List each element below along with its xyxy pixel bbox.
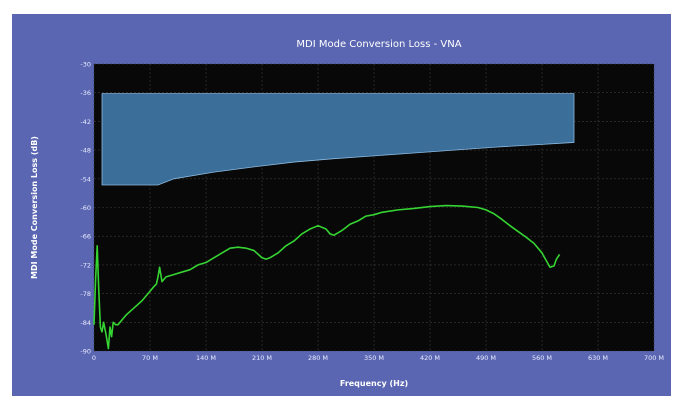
chart-title: MDI Mode Conversion Loss - VNA — [296, 39, 461, 50]
chart-panel: MDI Mode Conversion Loss - VNA 0 70 M 140 … — [12, 14, 671, 396]
x-tick-label: 490 M — [476, 354, 496, 362]
y-tick-label: -36 — [80, 89, 91, 97]
x-tick-label: 420 M — [420, 354, 440, 362]
x-tick-label: 0 — [92, 354, 96, 362]
y-axis-title: MDI Mode Conversion Loss (dB) — [30, 136, 39, 279]
x-tick-label: 350 M — [364, 354, 384, 362]
y-tick-label: -66 — [80, 233, 91, 241]
y-tick-label: -84 — [80, 319, 91, 327]
x-axis-title: Frequency (Hz) — [340, 379, 408, 388]
y-tick-label: -60 — [80, 204, 91, 212]
y-tick-label: -48 — [80, 147, 91, 155]
x-tick-label: 210 M — [252, 354, 272, 362]
x-tick-label: 140 M — [196, 354, 216, 362]
y-tick-label: -30 — [80, 61, 91, 69]
x-tick-label: 70 M — [142, 354, 158, 362]
y-tick-label: -78 — [80, 290, 91, 298]
x-tick-label: 700 M — [644, 354, 664, 362]
y-tick-label: -54 — [80, 175, 91, 183]
y-tick-label: -42 — [80, 118, 91, 126]
y-tick-label: -72 — [80, 261, 91, 269]
measured-series-line — [93, 204, 561, 350]
limit-region — [101, 93, 575, 186]
chart: MDI Mode Conversion Loss - VNA 0 70 M 140 … — [30, 39, 664, 388]
x-axis-ticks: 0 70 M 140 M 210 M 280 M 350 M 420 M 490 M 560 M… — [92, 354, 664, 362]
y-tick-label: -90 — [80, 348, 91, 356]
x-tick-label: 560 M — [532, 354, 552, 362]
y-axis-ticks: -30 -36 -42 -48 -54 -60 -66 -72 -78 -84 -90 — [80, 61, 91, 356]
x-tick-label: 280 M — [308, 354, 328, 362]
x-tick-label: 630 M — [588, 354, 608, 362]
